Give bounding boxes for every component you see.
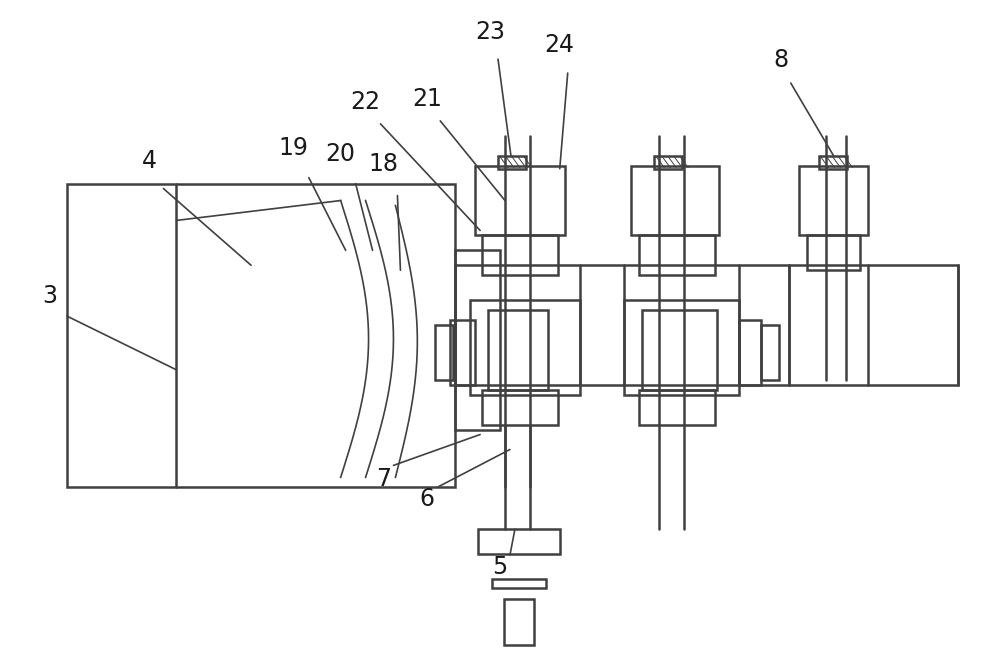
Bar [482,236,558,275]
Bar [478,529,560,554]
Bar [654,156,682,169]
Bar [450,320,475,385]
Text: 24: 24 [545,33,575,57]
Bar [631,166,719,236]
Bar [624,300,739,395]
Bar [435,325,453,380]
Bar [492,579,546,588]
Bar [475,166,565,236]
Bar [455,251,500,430]
Bar [761,325,779,380]
Bar [470,300,580,395]
Bar [739,320,761,385]
Bar [799,166,868,236]
Bar [819,156,847,169]
Text: 21: 21 [412,87,442,111]
Bar [67,184,455,488]
Bar [642,310,717,390]
Bar [639,236,715,275]
Text: 7: 7 [376,467,391,492]
Bar [455,265,958,385]
Bar [639,390,715,424]
Bar [488,310,548,390]
Text: 4: 4 [142,148,157,173]
Bar [504,599,534,644]
Bar [807,236,860,270]
Text: 6: 6 [420,487,435,511]
Bar [482,390,558,424]
Text: 20: 20 [326,142,356,166]
Text: 5: 5 [492,555,508,579]
Text: 23: 23 [475,20,505,44]
Text: 3: 3 [42,284,57,308]
Text: 8: 8 [773,48,788,72]
Text: 18: 18 [368,152,398,176]
Text: 22: 22 [351,90,381,114]
Bar [498,156,526,169]
Text: 19: 19 [278,136,308,159]
